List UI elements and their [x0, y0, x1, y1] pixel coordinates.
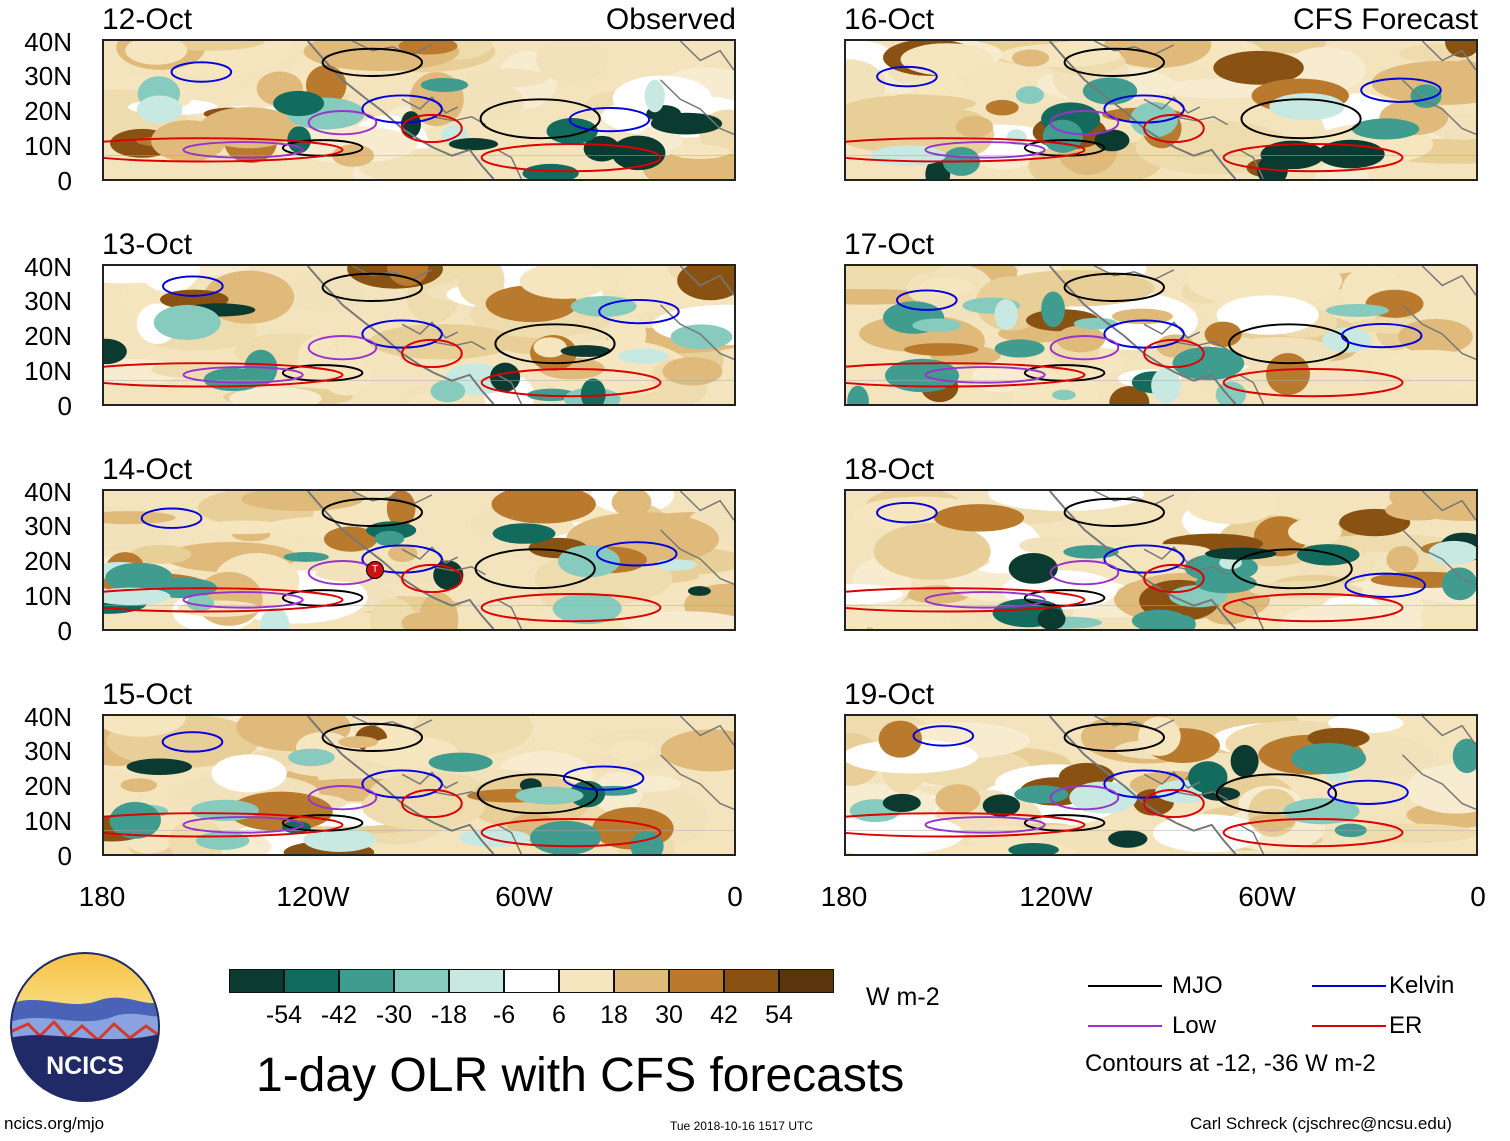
legend-label-kelvin: Kelvin	[1389, 972, 1455, 999]
legend-label-er: ER	[1389, 1012, 1423, 1039]
figure-title: 1-day OLR with CFS forecasts	[256, 1049, 905, 1102]
storm-marker-icon: T	[366, 561, 384, 579]
map-forecast-1	[844, 39, 1478, 181]
lon-label: 60W	[1238, 881, 1296, 912]
map-observed-2	[102, 264, 736, 406]
colorbar-swatch	[779, 969, 834, 993]
legend-line-mjo	[1088, 985, 1162, 987]
colorbar-label: -54	[265, 1001, 303, 1029]
map-observed-4	[102, 714, 736, 856]
lat-label: 0	[57, 166, 72, 196]
colorbar-swatch	[449, 969, 504, 993]
map-forecast-4	[844, 714, 1478, 856]
ncics-logo-text: NCICS	[46, 1052, 124, 1080]
colorbar-label: 54	[765, 1001, 793, 1029]
colorbar-swatch	[284, 969, 339, 993]
colorbar-label: 18	[600, 1001, 628, 1029]
lat-label: 20N	[24, 771, 72, 801]
lat-label: 30N	[24, 511, 72, 541]
colorbar-swatch	[559, 969, 614, 993]
legend-label-low: Low	[1172, 1012, 1217, 1039]
lon-label: 120W	[276, 881, 350, 912]
legend-label-mjo: MJO	[1172, 972, 1223, 999]
colorbar-swatch	[229, 969, 284, 993]
lat-label: 40N	[24, 27, 72, 57]
ncics-logo: NCICS	[10, 952, 160, 1102]
lat-label: 10N	[24, 356, 72, 386]
lat-label: 10N	[24, 131, 72, 161]
panel-date-obs-4: 15-Oct	[102, 678, 193, 711]
lat-label: 10N	[24, 806, 72, 836]
colorbar-label: -18	[430, 1001, 468, 1029]
panel-date-obs-2: 13-Oct	[102, 228, 193, 261]
map-forecast-3	[844, 489, 1478, 631]
colorbar-label: -42	[320, 1001, 358, 1029]
panel-date-obs-3: 14-Oct	[102, 453, 193, 486]
lat-label: 30N	[24, 736, 72, 766]
lat-label: 40N	[24, 477, 72, 507]
lon-label: 60W	[495, 881, 553, 912]
panel-date-fcst-1: 16-Oct	[844, 3, 935, 36]
ncics-logo-graphic: NCICS	[10, 952, 160, 1102]
footer-timestamp: Tue 2018-10-16 1517 UTC	[670, 1119, 813, 1133]
panel-tag-cfs-forecast: CFS Forecast	[1292, 3, 1478, 36]
lon-label: 120W	[1019, 881, 1093, 912]
colorbar-label: 6	[552, 1001, 566, 1029]
colorbar-label: 42	[710, 1001, 738, 1029]
lon-label: 180	[78, 881, 126, 912]
lat-label: 10N	[24, 581, 72, 611]
colorbar-swatch	[394, 969, 449, 993]
colorbar-swatch	[669, 969, 724, 993]
lat-label: 30N	[24, 286, 72, 316]
colorbar-label: -30	[375, 1001, 413, 1029]
panel-date-fcst-3: 18-Oct	[844, 453, 935, 486]
colorbar-swatch	[724, 969, 779, 993]
map-observed-1	[102, 39, 736, 181]
colorbar-label: -6	[492, 1001, 516, 1029]
map-observed-3	[102, 489, 736, 631]
legend-line-kelvin	[1312, 985, 1386, 987]
lat-label: 20N	[24, 321, 72, 351]
lat-label: 20N	[24, 546, 72, 576]
colorbar-swatch	[504, 969, 559, 993]
panel-date-fcst-4: 19-Oct	[844, 678, 935, 711]
colorbar-swatch	[614, 969, 669, 993]
map-forecast-2	[844, 264, 1478, 406]
panel-date-obs-1: 12-Oct	[102, 3, 193, 36]
lat-label: 40N	[24, 702, 72, 732]
lat-label: 0	[57, 841, 72, 871]
lon-label: 0	[727, 881, 743, 912]
lat-label: 20N	[24, 96, 72, 126]
lat-label: 30N	[24, 61, 72, 91]
lon-label: 0	[1470, 881, 1486, 912]
legend-note: Contours at -12, -36 W m-2	[1085, 1050, 1376, 1077]
lat-label: 40N	[24, 252, 72, 282]
footer-url: ncics.org/mjo	[4, 1114, 105, 1133]
footer-credit: Carl Schreck (cjschrec@ncsu.edu)	[1190, 1114, 1452, 1133]
colorbar-label: 30	[655, 1001, 683, 1029]
legend-line-low	[1088, 1025, 1162, 1027]
panel-date-fcst-2: 17-Oct	[844, 228, 935, 261]
legend-line-er	[1312, 1025, 1386, 1027]
lat-label: 0	[57, 391, 72, 421]
panel-tag-observed: Observed	[605, 3, 736, 36]
colorbar-units: W m-2	[866, 983, 940, 1011]
lat-label: 0	[57, 616, 72, 646]
colorbar-swatch	[339, 969, 394, 993]
lon-label: 180	[820, 881, 868, 912]
